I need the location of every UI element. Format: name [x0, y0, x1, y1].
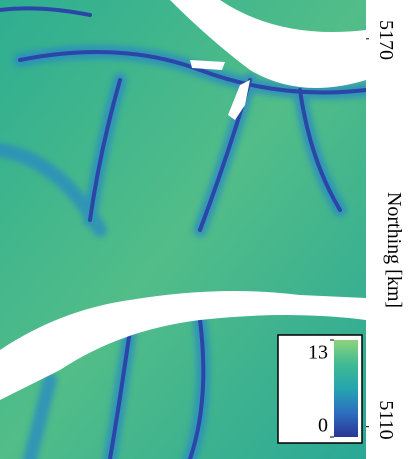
colorbar [334, 340, 358, 437]
raster-map [0, 0, 366, 459]
y-axis-label: Northing [km] [383, 192, 405, 308]
colorbar-tick-label: 0 [318, 415, 328, 437]
colorbar-tick-label: 13 [308, 342, 328, 364]
y-tick-label: 5170 [375, 20, 397, 60]
y-tick-label: 5110 [375, 400, 397, 439]
